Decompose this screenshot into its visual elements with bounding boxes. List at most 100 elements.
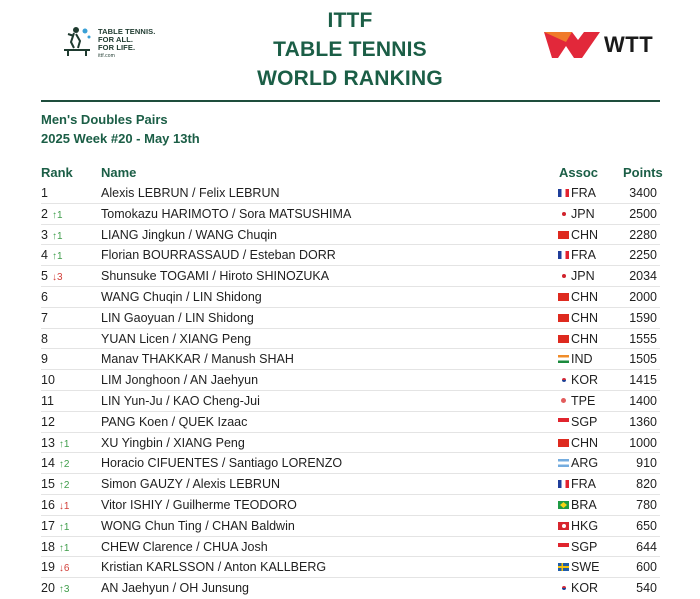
rank-cell: 9 (41, 352, 52, 366)
rank-cell: 4 ↑1 (41, 248, 63, 262)
table-row: 11 LIN Yun-Ju / KAO Cheng-Jui TPE 1400 (41, 391, 660, 412)
rank-change: ↑1 (58, 542, 70, 554)
rank-change: ↑2 (58, 480, 70, 492)
assoc-code: CHN (571, 331, 599, 346)
pair-name: Horacio CIFUENTES / Santiago LORENZO (101, 456, 343, 471)
rank-number: 16 (41, 497, 55, 512)
rank-number: 4 (41, 248, 48, 263)
rank-cell: 19 ↓6 (41, 560, 69, 574)
title-line-2: TABLE TENNIS (273, 38, 427, 61)
ind-flag-icon (558, 355, 569, 364)
assoc-code: SGP (571, 539, 598, 554)
rank-cell: 6 (41, 290, 52, 304)
rank-change: ↓1 (58, 500, 70, 512)
rank-change: ↑1 (51, 251, 63, 263)
pair-name: Manav THAKKAR / Manush SHAH (101, 352, 294, 367)
table-row: 20 ↑3 AN Jaehyun / OH Junsung KOR 540 (41, 578, 660, 599)
chn-flag-icon (558, 230, 569, 239)
fra-flag-icon (558, 189, 569, 197)
pair-name: Alexis LEBRUN / Felix LEBRUN (101, 186, 280, 200)
rank-cell: 20 ↑3 (41, 581, 69, 595)
wtt-logo: WTT (542, 30, 664, 62)
points-value: 2500 (629, 206, 657, 221)
title-line-1: ITTF (327, 9, 373, 32)
rank-change: ↑2 (58, 459, 70, 471)
category-title: Men's Doubles Pairs (41, 112, 168, 127)
chn-flag-icon (558, 438, 569, 447)
pair-name: Kristian KARLSSON / Anton KALLBERG (101, 560, 327, 575)
points-value: 1360 (629, 414, 657, 429)
pair-name: LIN Yun-Ju / KAO Cheng-Jui (101, 393, 260, 408)
points-value: 1400 (629, 393, 657, 408)
hkg-flag-icon (558, 521, 569, 530)
rank-number: 19 (41, 560, 55, 575)
table-header: Rank Name Assoc Points (41, 165, 663, 183)
table-row: 13 ↑1 XU Yingbin / XIANG Peng CHN 1000 (41, 433, 660, 454)
assoc-code: JPN (571, 206, 595, 221)
rank-number: 12 (41, 414, 55, 429)
table-row: 12 PANG Koen / QUEK Izaac SGP 1360 (41, 412, 660, 433)
table-row: 7 LIN Gaoyuan / LIN Shidong CHN 1590 (41, 308, 660, 329)
points-value: 820 (636, 477, 657, 492)
points-value: 540 (636, 581, 657, 596)
table-row: 2 ↑1 Tomokazu HARIMOTO / Sora MATSUSHIMA JP… (41, 204, 660, 225)
pair-name: YUAN Licen / XIANG Peng (101, 331, 252, 346)
assoc-code: CHN (571, 310, 599, 325)
points-value: 2034 (629, 269, 657, 284)
rank-change: ↑1 (58, 521, 70, 533)
rank-number: 3 (41, 227, 48, 242)
points-value: 1415 (629, 373, 657, 388)
wtt-mark-icon (544, 32, 600, 58)
assoc-code: FRA (571, 248, 596, 263)
header-divider (41, 100, 660, 102)
rank-number: 14 (41, 456, 55, 471)
title-line-3: WORLD RANKING (257, 67, 443, 90)
rank-number: 5 (41, 269, 48, 284)
assoc-code: CHN (571, 289, 599, 304)
rank-change: ↑1 (51, 230, 63, 242)
pair-name: PANG Koen / QUEK Izaac (101, 414, 248, 429)
rank-cell: 8 (41, 332, 52, 346)
table-row: 15 ↑2 Simon GAUZY / Alexis LEBRUN FRA 820 (41, 474, 660, 495)
assoc-code: TPE (571, 393, 596, 408)
ranking-table: 1 Alexis LEBRUN / Felix LEBRUN FRA 3400 2 ↑1 T… (41, 183, 660, 599)
kor-flag-icon (558, 376, 569, 385)
assoc-code: CHN (571, 435, 599, 450)
sgp-flag-icon (558, 417, 569, 426)
ittf-tagline: TABLE TENNIS. FOR ALL. FOR LIFE. ittf.co… (98, 27, 156, 60)
points-value: 644 (636, 539, 657, 554)
table-row: 16 ↓1 Vitor ISHIY / Guilherme TEODORO BRA 78… (41, 495, 660, 516)
pair-name: Florian BOURRASSAUD / Esteban DORR (101, 248, 336, 263)
rank-change: ↑3 (58, 584, 70, 596)
rank-number: 9 (41, 352, 48, 367)
rank-number: 18 (41, 539, 55, 554)
rank-cell: 7 (41, 311, 52, 325)
sgp-flag-icon (558, 542, 569, 551)
pair-name: WONG Chun Ting / CHAN Baldwin (101, 518, 295, 533)
rank-cell: 2 ↑1 (41, 207, 63, 221)
table-row: 14 ↑2 Horacio CIFUENTES / Santiago LORENZO… (41, 453, 660, 475)
assoc-code: FRA (571, 186, 596, 200)
rank-number: 2 (41, 206, 48, 221)
tpe-flag-icon (558, 396, 569, 405)
points-value: 910 (636, 456, 657, 471)
assoc-code: HKG (571, 518, 599, 533)
rank-cell: 10 (41, 373, 59, 387)
pair-name: AN Jaehyun / OH Junsung (101, 581, 249, 596)
points-value: 1555 (629, 331, 657, 346)
table-row: 18 ↑1 CHEW Clarence / CHUA Josh SGP 644 (41, 537, 660, 558)
assoc-code: SWE (571, 560, 600, 575)
chn-flag-icon (558, 334, 569, 343)
header-points: Points (623, 165, 663, 180)
rank-number: 20 (41, 581, 55, 596)
jpn-flag-icon (558, 272, 569, 281)
rank-cell: 5 ↓3 (41, 269, 63, 283)
rank-cell: 3 ↑1 (41, 228, 63, 242)
table-row: 17 ↑1 WONG Chun Ting / CHAN Baldwin HKG 650 (41, 516, 660, 537)
table-row: 3 ↑1 LIANG Jingkun / WANG Chuqin CHN 2280 (41, 225, 660, 246)
rank-number: 13 (41, 435, 55, 450)
pair-name: WANG Chuqin / LIN Shidong (101, 289, 262, 304)
points-value: 600 (636, 560, 657, 575)
rank-cell: 14 ↑2 (41, 456, 69, 470)
bra-flag-icon (558, 500, 569, 509)
